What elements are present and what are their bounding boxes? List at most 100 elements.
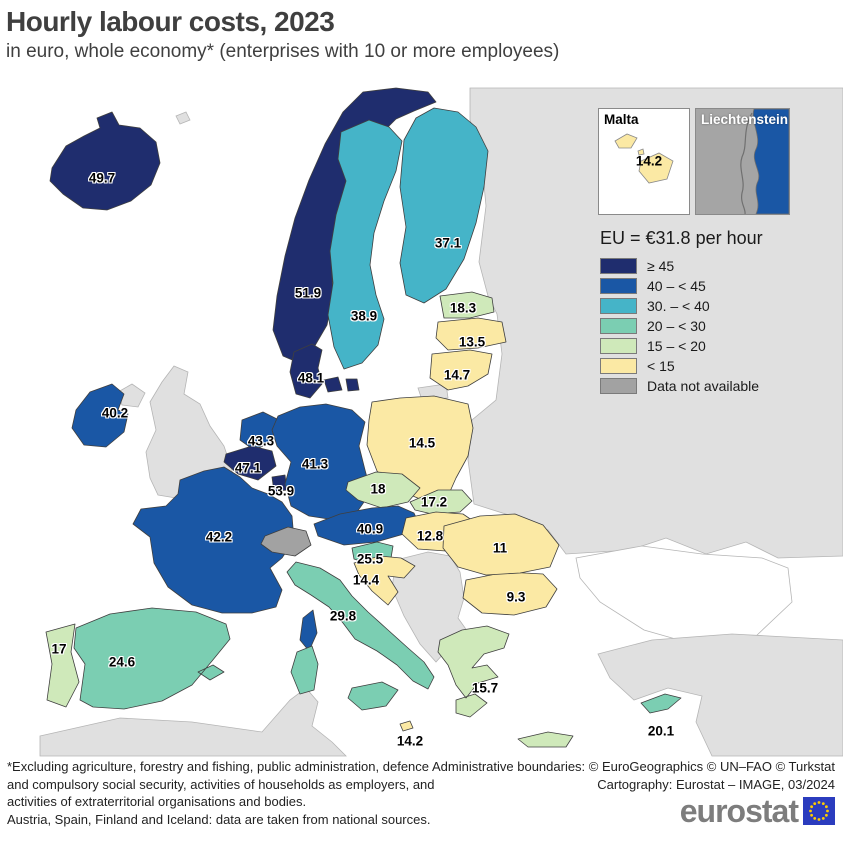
legend-label-c1: ≥ 45 bbox=[647, 258, 675, 274]
value-label-netherlands: 43.3 bbox=[247, 433, 275, 449]
landmass-kaliningrad bbox=[417, 383, 449, 401]
value-label-romania: 11 bbox=[492, 540, 508, 556]
credits: Administrative boundaries: © EuroGeograp… bbox=[432, 758, 835, 794]
legend-label-c2: 40 – < 45 bbox=[647, 278, 706, 294]
legend-row-c6: < 15 bbox=[600, 358, 830, 374]
landmass-faroe bbox=[175, 111, 191, 125]
value-label-germany: 41.3 bbox=[301, 456, 329, 472]
credit-line: Administrative boundaries: © EuroGeograp… bbox=[431, 759, 835, 774]
inset-liechtenstein-map bbox=[740, 108, 790, 215]
country-shape-estonia bbox=[439, 291, 495, 319]
value-label-italy: 29.8 bbox=[329, 608, 357, 624]
country-shape-romania bbox=[442, 513, 560, 576]
legend-heading: EU = €31.8 per hour bbox=[600, 228, 763, 248]
footnote-line: and compulsory social security, activiti… bbox=[7, 776, 435, 792]
legend-swatch-c6 bbox=[600, 358, 637, 374]
eurostat-logo-text: eurostat bbox=[679, 793, 799, 829]
inset-malta: Malta 14.2 bbox=[598, 108, 690, 215]
value-label-norway: 51.9 bbox=[294, 285, 322, 301]
landmass-northern-ireland bbox=[117, 383, 146, 408]
footnote-line: activities of extraterritorial organisat… bbox=[7, 794, 307, 810]
country-shape-italy bbox=[286, 561, 435, 711]
legend-row-nodata: Data not available bbox=[600, 378, 830, 394]
page-subtitle: in euro, whole economy* (enterprises wit… bbox=[6, 41, 560, 62]
inset-liechtenstein-title: Liechtenstein bbox=[701, 112, 789, 127]
landmass-north-africa bbox=[39, 687, 347, 757]
country-shape-malta bbox=[399, 720, 414, 732]
page-title: Hourly labour costs, 2023 bbox=[6, 6, 335, 37]
country-shape-spain bbox=[73, 607, 231, 710]
inset-liechtenstein-border bbox=[740, 112, 753, 215]
legend-row-c5: 15 – < 20 bbox=[600, 338, 830, 354]
country-shape-denmark bbox=[289, 343, 360, 399]
legend-swatch-c3 bbox=[600, 298, 637, 314]
value-label-iceland: 49.7 bbox=[88, 170, 116, 186]
footnote-line: Austria, Spain, Finland and Iceland: dat… bbox=[7, 812, 431, 828]
inset-liechtenstein: Liechtenstein bbox=[695, 108, 790, 215]
country-shape-belgium bbox=[223, 445, 277, 481]
value-label-portugal: 17 bbox=[51, 641, 67, 657]
legend-label-c3: 30. – < 40 bbox=[647, 298, 710, 314]
value-label-slovenia: 25.5 bbox=[356, 551, 384, 567]
country-shape-cyprus bbox=[640, 693, 682, 714]
legend-row-c3: 30. – < 40 bbox=[600, 298, 830, 314]
value-label-luxembourg: 53.9 bbox=[267, 483, 295, 499]
legend-swatch-c5 bbox=[600, 338, 637, 354]
country-shape-switzerland bbox=[260, 526, 312, 557]
value-label-slovakia: 17.2 bbox=[420, 494, 448, 510]
value-label-poland: 14.5 bbox=[408, 435, 436, 451]
value-label-belgium: 47.1 bbox=[234, 460, 262, 476]
legend-row-c1: ≥ 45 bbox=[600, 258, 830, 274]
value-label-france: 42.2 bbox=[205, 529, 233, 545]
country-shape-finland bbox=[399, 107, 489, 304]
header: Hourly labour costs, 2023 in euro, whole… bbox=[6, 6, 559, 63]
inset-gozo-shape bbox=[614, 133, 638, 149]
legend-label-c4: 20 – < 30 bbox=[647, 318, 706, 334]
value-label-bulgaria: 9.3 bbox=[506, 589, 526, 605]
inset-malta-map bbox=[614, 133, 674, 184]
legend-label-nodata: Data not available bbox=[647, 378, 760, 394]
inset-comino-shape bbox=[637, 148, 645, 156]
black-sea bbox=[575, 545, 793, 647]
legend-row-c2: 40 – < 45 bbox=[600, 278, 830, 294]
country-shape-greece bbox=[437, 625, 574, 748]
value-label-austria: 40.9 bbox=[356, 521, 384, 537]
country-shape-iceland bbox=[49, 111, 161, 211]
value-label-ireland: 40.2 bbox=[101, 405, 129, 421]
legend: EU = €31.8 per hour ≥ 45 40 – < 45 30. – <… bbox=[600, 228, 830, 398]
value-label-hungary: 12.8 bbox=[416, 528, 444, 544]
country-shape-croatia bbox=[353, 555, 416, 606]
legend-label-c5: 15 – < 20 bbox=[647, 338, 706, 354]
value-label-denmark: 48.1 bbox=[297, 370, 325, 386]
legend-swatch-nodata bbox=[600, 378, 637, 394]
legend-swatch-c4 bbox=[600, 318, 637, 334]
legend-row-c4: 20 – < 30 bbox=[600, 318, 830, 334]
country-shape-ireland bbox=[71, 383, 129, 448]
country-shape-slovakia bbox=[409, 489, 473, 515]
value-label-finland: 37.1 bbox=[434, 235, 462, 251]
eurostat-logo: eurostat bbox=[680, 795, 835, 827]
value-label-latvia: 13.5 bbox=[458, 334, 486, 350]
country-shape-sweden bbox=[327, 119, 403, 370]
footnote: *Excluding agriculture, forestry and fis… bbox=[7, 758, 435, 829]
country-shape-latvia bbox=[435, 317, 507, 351]
inset-malta-shape bbox=[638, 152, 674, 184]
country-shape-czechia bbox=[345, 471, 421, 509]
inset-austria-shape bbox=[752, 108, 790, 215]
country-shape-lithuania bbox=[429, 349, 493, 391]
inset-malta-title: Malta bbox=[604, 112, 639, 127]
value-label-estonia: 18.3 bbox=[449, 300, 477, 316]
legend-rows: ≥ 45 40 – < 45 30. – < 40 20 – < 30 15 – < 2… bbox=[600, 258, 830, 394]
legend-label-c6: < 15 bbox=[647, 358, 675, 374]
value-label-lithuania: 14.7 bbox=[443, 367, 471, 383]
country-shape-france bbox=[132, 466, 318, 652]
value-label-greece: 15.7 bbox=[471, 680, 499, 696]
value-label-malta: 14.2 bbox=[396, 733, 424, 749]
eu-flag-icon bbox=[803, 797, 835, 825]
value-label-spain: 24.6 bbox=[108, 654, 136, 670]
footnote-line: *Excluding agriculture, forestry and fis… bbox=[7, 759, 430, 774]
value-label-croatia: 14.4 bbox=[352, 572, 380, 588]
landmass-turkey bbox=[597, 633, 843, 757]
credit-line: Cartography: Eurostat – IMAGE, 03/2024 bbox=[597, 777, 835, 793]
